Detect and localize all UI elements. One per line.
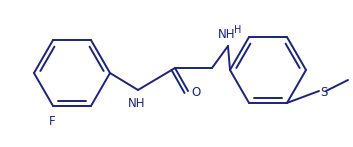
Text: F: F [49, 115, 55, 128]
Text: NH: NH [128, 97, 146, 110]
Text: O: O [191, 86, 200, 98]
Text: S: S [320, 86, 327, 98]
Text: H: H [234, 25, 242, 35]
Text: NH: NH [218, 28, 236, 41]
